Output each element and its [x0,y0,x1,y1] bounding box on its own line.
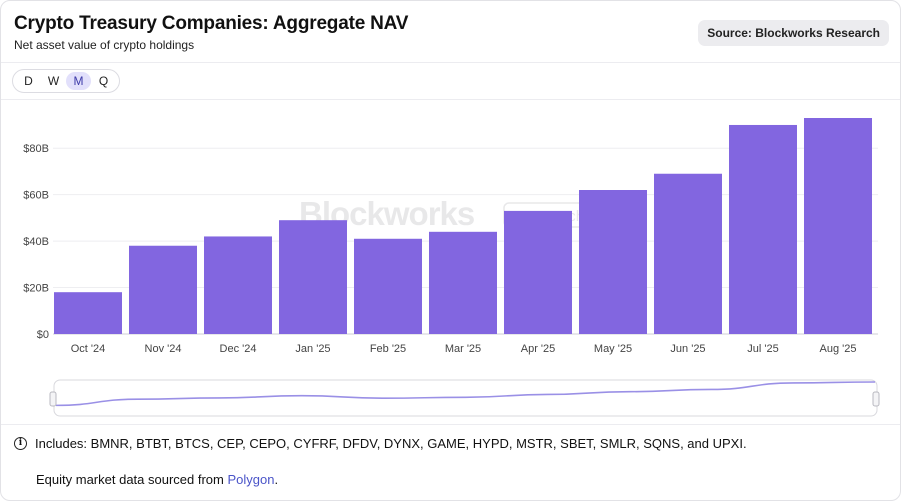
equity-prefix: Equity market data sourced from [36,472,228,487]
y-tick-label: $60B [23,190,49,202]
y-tick-label: $80B [23,143,49,155]
bar[interactable] [54,292,122,334]
bar[interactable] [429,231,497,334]
x-tick-label: May '25 [594,343,632,355]
footer-divider [1,424,900,425]
bar[interactable] [654,173,722,334]
x-tick-label: Dec '24 [220,343,257,355]
source-badge[interactable]: Source: Blockworks Research [698,20,889,46]
chart-subtitle: Net asset value of crypto holdings [14,38,195,52]
info-icon: i [14,437,27,450]
toolbar-divider [1,99,900,100]
bar[interactable] [279,220,347,334]
range-navigator[interactable] [49,379,880,417]
x-tick-label: Feb '25 [370,343,406,355]
granularity-d-button[interactable]: D [24,74,33,88]
granularity-toggle: D W M Q [12,69,120,93]
granularity-q-button[interactable]: Q [98,74,109,88]
x-tick-label: Jan '25 [295,343,330,355]
x-tick-label: Oct '24 [71,343,106,355]
x-tick-label: Mar '25 [445,343,481,355]
navigator-right-handle[interactable] [872,391,880,407]
granularity-m-button[interactable]: M [66,72,91,90]
x-axis: Oct '24 Nov '24 Dec '24 Jan '25 Feb '25 Mar '… [71,343,857,355]
navigator-left-handle[interactable] [49,391,57,407]
polygon-link[interactable]: Polygon [227,472,275,487]
y-tick-label: $20B [23,283,49,295]
chart-title: Crypto Treasury Companies: Aggregate NAV [14,13,409,34]
x-tick-label: Nov '24 [145,343,182,355]
bar[interactable] [204,236,272,334]
bar-chart: Blockworks Research $0$20B$40B$60B$80B O… [23,118,880,417]
granularity-w-button[interactable]: W [47,74,60,88]
bars [54,118,872,334]
includes-note: i Includes: BMNR, BTBT, BTCS, CEP, CEPO,… [14,436,747,451]
navigator-series-line [55,381,876,407]
bar[interactable] [804,118,872,334]
bar[interactable] [729,124,797,334]
y-tick-label: $40B [23,236,49,248]
header-divider [1,62,900,63]
equity-note: Equity market data sourced from Polygon. [36,472,278,487]
equity-suffix: . [274,472,279,487]
bar[interactable] [579,190,647,334]
bar[interactable] [504,210,572,334]
y-tick-label: $0 [37,329,49,341]
includes-text: Includes: BMNR, BTBT, BTCS, CEP, CEPO, C… [35,436,747,451]
x-tick-label: Jun '25 [670,343,705,355]
x-tick-label: Jul '25 [747,343,778,355]
y-axis: $0 $20B $40B $60B $80B [23,143,49,341]
bar[interactable] [354,238,422,334]
x-tick-label: Apr '25 [521,343,556,355]
x-tick-label: Aug '25 [820,343,857,355]
bar[interactable] [129,245,197,334]
